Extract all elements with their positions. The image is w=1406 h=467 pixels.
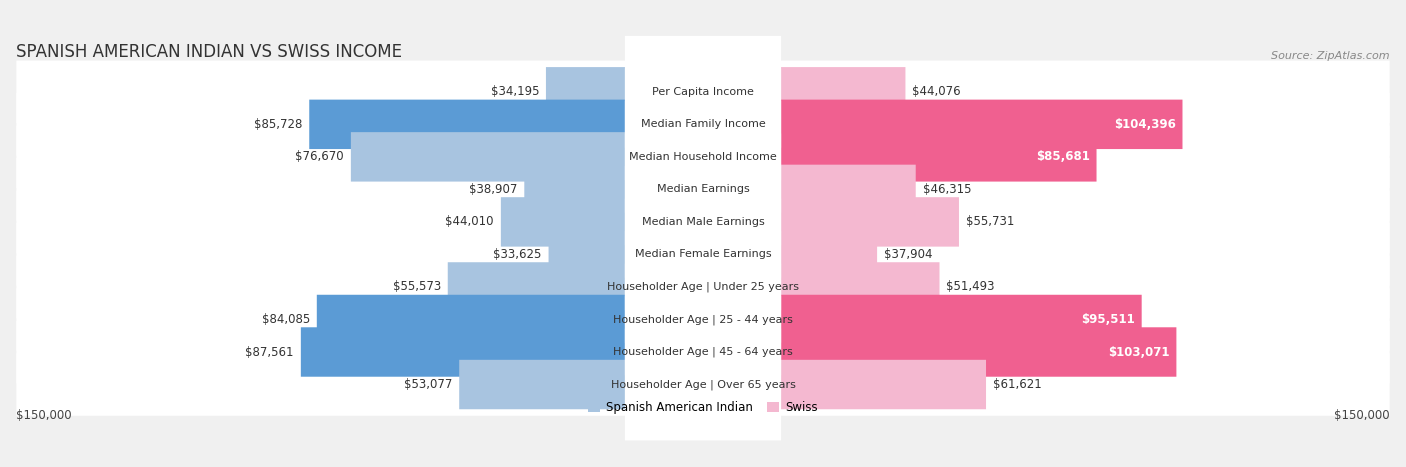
FancyBboxPatch shape: [546, 67, 703, 117]
Text: Median Female Earnings: Median Female Earnings: [634, 249, 772, 260]
FancyBboxPatch shape: [501, 197, 703, 247]
FancyBboxPatch shape: [17, 126, 1389, 188]
FancyBboxPatch shape: [301, 327, 703, 377]
FancyBboxPatch shape: [524, 165, 703, 214]
Text: $55,731: $55,731: [966, 215, 1014, 228]
FancyBboxPatch shape: [703, 165, 915, 214]
FancyBboxPatch shape: [624, 296, 782, 408]
Text: $87,561: $87,561: [246, 346, 294, 359]
FancyBboxPatch shape: [703, 295, 1142, 344]
Text: $53,077: $53,077: [404, 378, 453, 391]
Text: $44,010: $44,010: [446, 215, 494, 228]
FancyBboxPatch shape: [703, 360, 986, 409]
Text: $104,396: $104,396: [1114, 118, 1175, 131]
FancyBboxPatch shape: [624, 36, 782, 148]
FancyBboxPatch shape: [624, 231, 782, 343]
FancyBboxPatch shape: [624, 69, 782, 180]
FancyBboxPatch shape: [309, 99, 703, 149]
Text: $46,315: $46,315: [922, 183, 972, 196]
FancyBboxPatch shape: [624, 134, 782, 245]
Text: Median Male Earnings: Median Male Earnings: [641, 217, 765, 227]
FancyBboxPatch shape: [447, 262, 703, 311]
FancyBboxPatch shape: [703, 230, 877, 279]
Text: $33,625: $33,625: [494, 248, 541, 261]
FancyBboxPatch shape: [352, 132, 703, 182]
Text: SPANISH AMERICAN INDIAN VS SWISS INCOME: SPANISH AMERICAN INDIAN VS SWISS INCOME: [17, 43, 402, 61]
Text: Per Capita Income: Per Capita Income: [652, 87, 754, 97]
Text: Householder Age | Over 65 years: Householder Age | Over 65 years: [610, 379, 796, 390]
FancyBboxPatch shape: [460, 360, 703, 409]
Text: $84,085: $84,085: [262, 313, 309, 326]
FancyBboxPatch shape: [703, 327, 1177, 377]
Text: $85,728: $85,728: [254, 118, 302, 131]
Text: $38,907: $38,907: [470, 183, 517, 196]
FancyBboxPatch shape: [703, 99, 1182, 149]
FancyBboxPatch shape: [703, 197, 959, 247]
Text: $95,511: $95,511: [1081, 313, 1135, 326]
Text: $85,681: $85,681: [1036, 150, 1090, 163]
Text: $34,195: $34,195: [491, 85, 538, 99]
Text: Householder Age | Under 25 years: Householder Age | Under 25 years: [607, 282, 799, 292]
FancyBboxPatch shape: [17, 288, 1389, 351]
FancyBboxPatch shape: [17, 223, 1389, 286]
Text: $103,071: $103,071: [1108, 346, 1170, 359]
Text: $44,076: $44,076: [912, 85, 960, 99]
Text: $150,000: $150,000: [1334, 409, 1389, 422]
FancyBboxPatch shape: [624, 263, 782, 375]
FancyBboxPatch shape: [624, 329, 782, 440]
FancyBboxPatch shape: [624, 198, 782, 310]
FancyBboxPatch shape: [316, 295, 703, 344]
Text: Median Household Income: Median Household Income: [628, 152, 778, 162]
Text: Source: ZipAtlas.com: Source: ZipAtlas.com: [1271, 51, 1389, 61]
FancyBboxPatch shape: [17, 256, 1389, 318]
Text: $61,621: $61,621: [993, 378, 1042, 391]
Text: $150,000: $150,000: [17, 409, 72, 422]
FancyBboxPatch shape: [17, 354, 1389, 416]
Text: $51,493: $51,493: [946, 281, 995, 293]
FancyBboxPatch shape: [17, 61, 1389, 123]
Text: $55,573: $55,573: [392, 281, 441, 293]
FancyBboxPatch shape: [624, 166, 782, 278]
FancyBboxPatch shape: [17, 321, 1389, 383]
Legend: Spanish American Indian, Swiss: Spanish American Indian, Swiss: [589, 402, 817, 414]
Text: Householder Age | 45 - 64 years: Householder Age | 45 - 64 years: [613, 347, 793, 357]
Text: Median Earnings: Median Earnings: [657, 184, 749, 194]
FancyBboxPatch shape: [17, 158, 1389, 220]
FancyBboxPatch shape: [624, 101, 782, 213]
Text: Householder Age | 25 - 44 years: Householder Age | 25 - 44 years: [613, 314, 793, 325]
Text: $76,670: $76,670: [295, 150, 344, 163]
FancyBboxPatch shape: [703, 132, 1097, 182]
FancyBboxPatch shape: [703, 67, 905, 117]
FancyBboxPatch shape: [17, 93, 1389, 156]
FancyBboxPatch shape: [548, 230, 703, 279]
Text: $37,904: $37,904: [884, 248, 932, 261]
FancyBboxPatch shape: [17, 191, 1389, 253]
FancyBboxPatch shape: [703, 262, 939, 311]
Text: Median Family Income: Median Family Income: [641, 120, 765, 129]
